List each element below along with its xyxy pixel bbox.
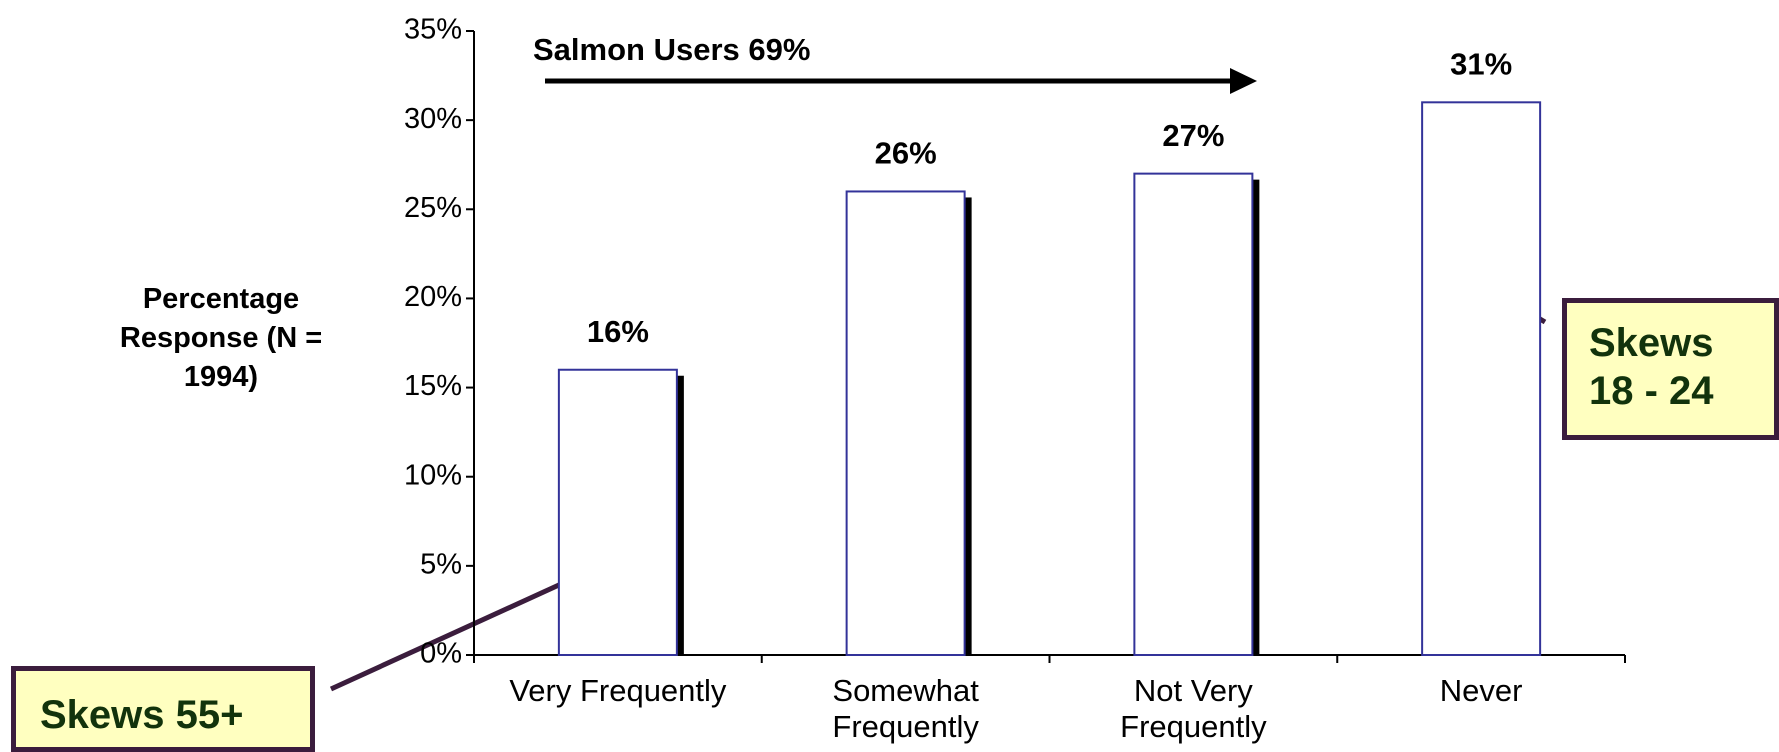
y-tick-label: 10% [404,459,462,491]
y-tick-label: 0% [420,638,462,670]
bar [1133,172,1254,656]
annotation-box: Skews 55+ [11,666,315,752]
bar-shadow [964,197,972,655]
x-tick-label: Very Frequently [509,673,727,708]
annotation: Salmon Users 69% [533,32,810,67]
value-label: 26% [875,136,937,171]
value-label: 31% [1450,47,1512,82]
y-tick-label: 30% [404,103,462,135]
bar [557,368,678,656]
bar-shadow [1252,179,1260,655]
value-label: 27% [1162,118,1224,153]
value-label: 16% [587,314,649,349]
bar [845,190,966,656]
x-tick-label: Not Very Frequently [1120,673,1267,744]
arrow-head [1230,68,1257,94]
bar-shadow [676,375,684,655]
y-axis-label: Percentage Response (N = 1994) [119,283,323,393]
x-tick-label: Never [1439,673,1523,708]
y-tick-label: 5% [420,549,462,581]
y-tick-label: 35% [404,14,462,46]
y-tick-label: 15% [404,370,462,402]
y-tick-label: 25% [404,192,462,224]
annotation-box: Skews 18 - 24 [1562,298,1779,440]
y-tick-label: 20% [404,281,462,313]
bar [1421,101,1542,657]
x-tick-label: Somewhat Frequently [832,673,979,744]
